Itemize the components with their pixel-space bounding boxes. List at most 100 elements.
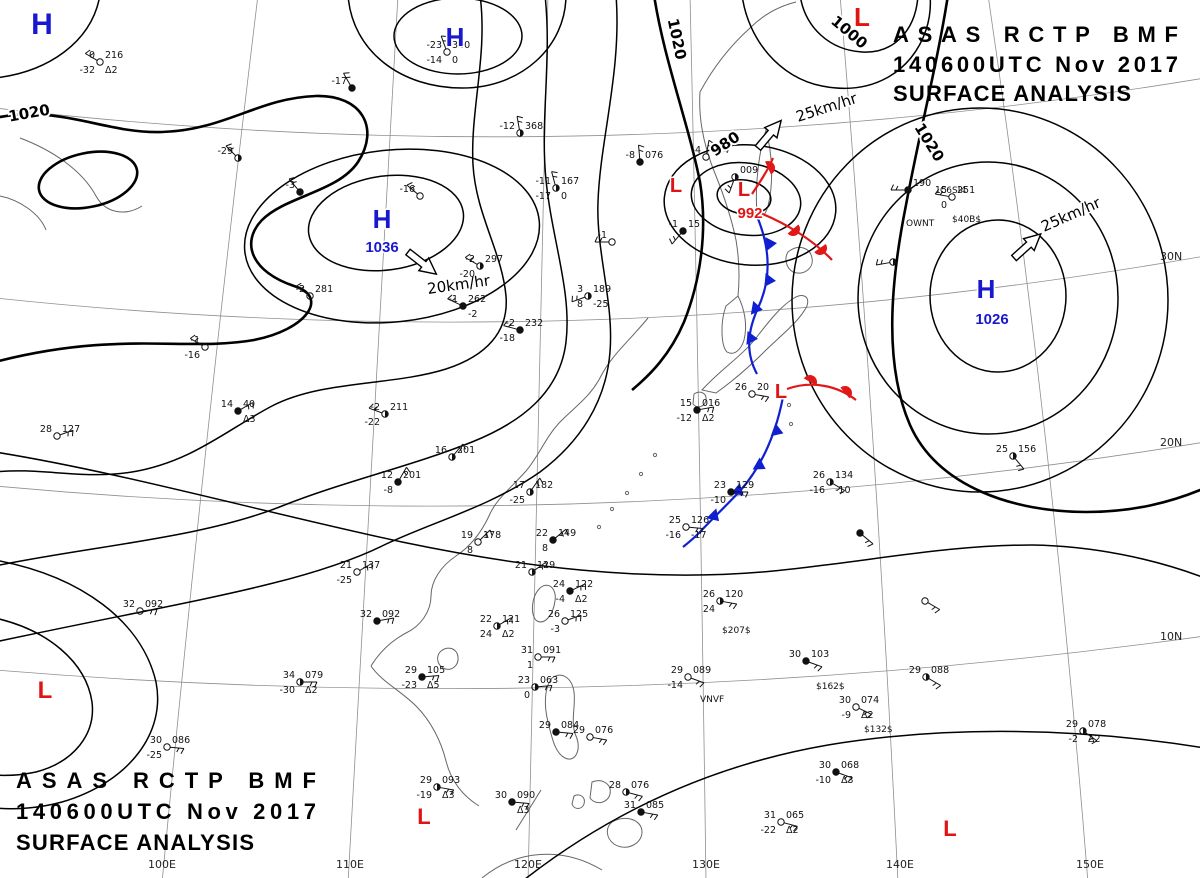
wind-barb-tick xyxy=(836,487,841,492)
station-aux: -25 xyxy=(593,299,609,310)
station-circle xyxy=(608,238,616,246)
pressure-center-h: H 1036 xyxy=(364,203,400,258)
grid-line xyxy=(0,256,1200,323)
station-plot: -3 xyxy=(286,176,304,196)
wind-barb-tick xyxy=(469,256,474,261)
wind-barb-tick xyxy=(545,562,548,569)
wind-barb-tick xyxy=(486,533,489,538)
station-pressure: 137 xyxy=(362,560,380,571)
wind-speed-arrow: 20km/hr xyxy=(404,248,493,299)
wind-barb-tick xyxy=(1088,737,1094,741)
station-circle xyxy=(394,478,402,486)
station-identifier: $132$ xyxy=(864,725,893,735)
wind-barb xyxy=(935,193,949,197)
wind-barb xyxy=(755,394,769,398)
station-plot: 23 063 0 xyxy=(518,675,558,701)
cloud-cover-fill xyxy=(530,488,534,496)
station-pressure: 201 xyxy=(457,445,475,456)
longitude-label: 140E xyxy=(886,858,914,871)
station-dewpoint: -25 xyxy=(336,575,352,586)
station-identifier: $40B$ xyxy=(952,215,981,225)
station-plot: 26 120 24 xyxy=(703,589,743,615)
wind-barb-tick xyxy=(594,236,598,243)
station-temperature: 26 xyxy=(548,609,560,620)
coastline xyxy=(437,647,459,670)
wind-barb-tick xyxy=(406,466,411,473)
pressure-center-symbol: L xyxy=(38,677,53,704)
station-plot: -1 15 xyxy=(669,219,700,245)
station-pressure: 065 xyxy=(786,810,804,821)
isobar-line xyxy=(0,0,507,476)
cloud-cover-fill xyxy=(720,597,724,605)
pressure-center-symbol: H xyxy=(373,204,392,234)
station-aux: Δ2 xyxy=(575,594,588,605)
station-dewpoint: 8 xyxy=(577,299,583,310)
station-circle xyxy=(474,538,482,546)
station-plot: -2 297 -20 xyxy=(459,253,503,280)
wind-barb-tick xyxy=(638,144,645,148)
station-circle xyxy=(136,607,144,615)
station-plot: 15 016 -12 Δ2 xyxy=(676,398,720,424)
station-plot: -1 262 -2 xyxy=(447,294,486,320)
station-plot: 32 092 xyxy=(123,599,163,616)
isobar-line xyxy=(890,0,1200,514)
wind-barb xyxy=(440,35,447,50)
wind-barb xyxy=(190,338,203,346)
station-identifier: VNVF xyxy=(700,695,724,705)
wind-barb-tick xyxy=(194,337,199,342)
station-pressure: 281 xyxy=(315,284,333,295)
station-pressure: 088 xyxy=(931,665,949,676)
pressure-center-value: 1036 xyxy=(365,239,398,256)
station-plot: 190 xyxy=(890,178,931,194)
wind-barb xyxy=(927,602,940,610)
isobar-line xyxy=(690,161,802,237)
coastline xyxy=(370,317,649,667)
station-circle xyxy=(921,597,929,605)
wind-barb xyxy=(862,534,874,545)
station-pressure: 014 xyxy=(711,145,729,156)
wind-barb-tick xyxy=(708,139,715,145)
station-plot: 30 074 -9 Δ2 xyxy=(839,695,879,721)
wind-barb-tick xyxy=(373,406,378,411)
wind-barb xyxy=(690,677,705,684)
station-circle xyxy=(234,407,242,415)
cloud-cover-fill xyxy=(556,184,560,192)
pressure-center-symbol: L xyxy=(670,175,682,197)
station-temperature: -29 xyxy=(217,146,233,157)
station-circle xyxy=(516,326,524,334)
latitude-label: 10N xyxy=(1160,630,1182,643)
wind-barb xyxy=(143,609,157,612)
station-pressure: 090 xyxy=(517,790,535,801)
station-temperature: -23 xyxy=(426,40,442,51)
station-circle xyxy=(826,478,834,486)
station-dewpoint: 8 xyxy=(467,545,473,556)
station-circle xyxy=(306,292,314,300)
cloud-cover-fill xyxy=(535,683,539,691)
warm-front-symbol xyxy=(765,161,775,175)
wind-barb xyxy=(240,402,253,410)
wind-barb-tick xyxy=(598,738,603,744)
wind-barb-tick xyxy=(252,402,254,409)
station-pressure: 105 xyxy=(427,665,445,676)
station-plot: 29 093 -19 Δ3 xyxy=(416,775,460,801)
station-temperature: 12 xyxy=(381,470,393,481)
station-circle xyxy=(493,622,501,630)
station-temperature: -1 xyxy=(449,294,458,305)
station-circle xyxy=(418,673,426,681)
station-dewpoint: -30 xyxy=(279,685,295,696)
station-circle xyxy=(693,406,701,414)
station-pressure: 076 xyxy=(631,780,649,791)
wind-barb-tick xyxy=(459,447,463,453)
station-pressure: 178 xyxy=(483,530,501,541)
pressure-center-l: L xyxy=(416,803,432,831)
station-plot: 26 125 -3 xyxy=(548,609,588,635)
isobar-line xyxy=(307,174,465,272)
station-temperature: 26 xyxy=(813,470,825,481)
cloud-cover-fill xyxy=(926,673,930,681)
station-plot: 19 178 8 xyxy=(461,529,501,556)
pressure-center-symbol: L xyxy=(775,381,787,403)
wind-barb-tick xyxy=(549,685,553,692)
station-plot: 12 201 -8 xyxy=(381,466,421,496)
cloud-cover-fill xyxy=(452,453,456,461)
station-pressure: 091 xyxy=(543,645,561,656)
